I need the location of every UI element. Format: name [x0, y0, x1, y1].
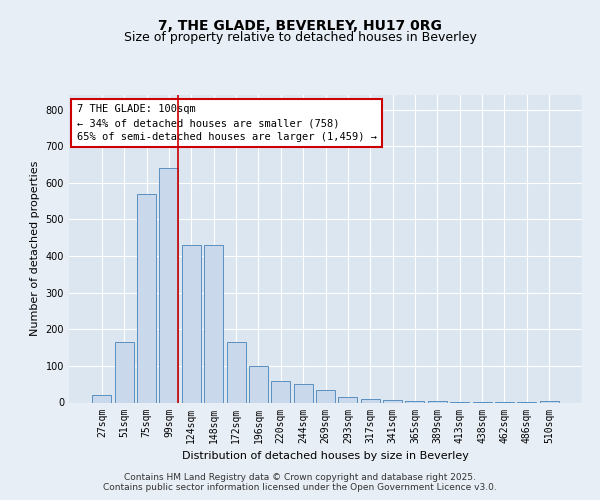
X-axis label: Distribution of detached houses by size in Beverley: Distribution of detached houses by size …: [182, 451, 469, 461]
Bar: [115, 342, 134, 402]
Bar: [293, 384, 313, 402]
Text: 7, THE GLADE, BEVERLEY, HU17 0RG: 7, THE GLADE, BEVERLEY, HU17 0RG: [158, 19, 442, 33]
Bar: [428, 401, 447, 402]
Bar: [383, 400, 402, 402]
Bar: [316, 390, 335, 402]
Bar: [539, 400, 559, 402]
Bar: [249, 366, 268, 403]
Bar: [406, 400, 424, 402]
Text: Size of property relative to detached houses in Beverley: Size of property relative to detached ho…: [124, 31, 476, 44]
Y-axis label: Number of detached properties: Number of detached properties: [30, 161, 40, 336]
Bar: [361, 399, 380, 402]
Text: Contains HM Land Registry data © Crown copyright and database right 2025.: Contains HM Land Registry data © Crown c…: [124, 472, 476, 482]
Bar: [182, 245, 201, 402]
Bar: [160, 168, 178, 402]
Bar: [204, 245, 223, 402]
Bar: [137, 194, 156, 402]
Bar: [92, 395, 112, 402]
Text: Contains public sector information licensed under the Open Government Licence v3: Contains public sector information licen…: [103, 484, 497, 492]
Bar: [338, 397, 358, 402]
Text: 7 THE GLADE: 100sqm
← 34% of detached houses are smaller (758)
65% of semi-detac: 7 THE GLADE: 100sqm ← 34% of detached ho…: [77, 104, 377, 142]
Bar: [271, 380, 290, 402]
Bar: [227, 342, 245, 402]
